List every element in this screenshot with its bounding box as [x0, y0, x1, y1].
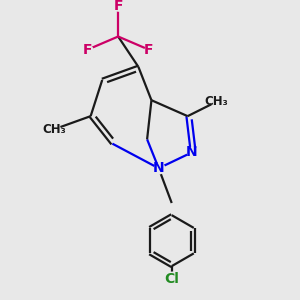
Text: F: F: [113, 0, 123, 13]
Text: N: N: [186, 145, 198, 159]
Text: Cl: Cl: [164, 272, 179, 286]
Text: F: F: [144, 43, 153, 57]
Text: CH₃: CH₃: [43, 123, 66, 136]
Text: CH₃: CH₃: [205, 95, 229, 108]
Text: N: N: [153, 161, 164, 175]
Text: F: F: [83, 43, 92, 57]
